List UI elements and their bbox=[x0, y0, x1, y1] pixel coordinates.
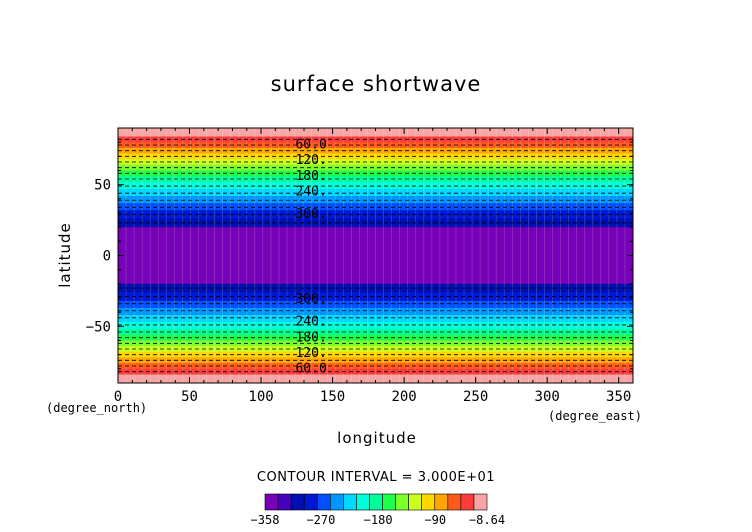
band-9 bbox=[118, 181, 633, 190]
band-30 bbox=[118, 374, 633, 384]
contour-label: 60.0 bbox=[295, 361, 326, 376]
band-18 bbox=[118, 300, 633, 309]
contour-label: 240. bbox=[295, 315, 326, 330]
colorbar-swatch bbox=[303, 493, 318, 511]
colorbar-swatch bbox=[343, 493, 357, 511]
band-6 bbox=[118, 164, 633, 171]
band-20 bbox=[118, 315, 633, 323]
band-24 bbox=[118, 340, 633, 347]
colorbar-tick-label: −180 bbox=[364, 513, 393, 527]
latitude-bands bbox=[118, 128, 633, 384]
contour-label: 60.0 bbox=[295, 138, 326, 153]
x-axis-ticks: 0 50 100 150 200 250 300 350 bbox=[114, 128, 634, 405]
band-13 bbox=[118, 210, 633, 220]
x-axis-unit: (degree_east) bbox=[548, 409, 642, 423]
band-2 bbox=[118, 142, 633, 149]
y-axis-ticks: −50 0 50 bbox=[86, 127, 633, 384]
band-27 bbox=[118, 357, 633, 364]
colorbar-swatch bbox=[329, 493, 344, 511]
contour-label: 120. bbox=[295, 346, 326, 361]
colorbar-tick-label: −8.64 bbox=[469, 513, 505, 527]
contour-label: 240. bbox=[295, 184, 326, 199]
colorbar-swatch bbox=[356, 493, 370, 511]
colorbar-tick-label: −358 bbox=[251, 513, 280, 527]
chart-title: surface shortwave bbox=[271, 72, 482, 96]
contour-label: 300. bbox=[295, 207, 326, 222]
contour-lines bbox=[118, 138, 633, 373]
band-25 bbox=[118, 346, 633, 353]
band-19 bbox=[118, 307, 633, 316]
band-4 bbox=[118, 153, 633, 160]
band-12 bbox=[118, 203, 633, 211]
band-7 bbox=[118, 170, 633, 177]
colorbar-swatch bbox=[382, 493, 396, 511]
band-22 bbox=[118, 329, 633, 336]
x-tick-label: 350 bbox=[606, 389, 631, 405]
y-tick-label: 0 bbox=[103, 249, 111, 265]
y-tick-label: −50 bbox=[86, 319, 111, 335]
band-11 bbox=[118, 196, 633, 204]
x-tick-label: 150 bbox=[320, 389, 345, 405]
x-tick-label: 50 bbox=[181, 389, 198, 405]
colorbar-swatch bbox=[264, 493, 279, 511]
colorbar-tick-label: −90 bbox=[424, 513, 446, 527]
contour-label: 300. bbox=[295, 292, 326, 307]
y-axis-label: latitude bbox=[56, 222, 74, 288]
band-17 bbox=[118, 292, 633, 302]
colorbar-swatch bbox=[434, 493, 449, 511]
band-29 bbox=[118, 368, 633, 375]
band-5 bbox=[118, 159, 633, 166]
colorbar-swatch bbox=[369, 493, 383, 511]
contour-label: 180. bbox=[295, 330, 326, 345]
colorbar-swatch bbox=[408, 493, 423, 511]
y-axis-unit: (degree_north) bbox=[46, 401, 147, 415]
band-26 bbox=[118, 351, 633, 358]
band-0 bbox=[118, 128, 633, 137]
y-tick-label: 50 bbox=[94, 178, 111, 194]
contour-interval-label: CONTOUR INTERVAL = 3.000E+01 bbox=[257, 470, 495, 485]
band-10 bbox=[118, 188, 633, 197]
colorbar-swatch bbox=[395, 493, 409, 511]
band-3 bbox=[118, 147, 633, 154]
band-28 bbox=[118, 363, 633, 370]
colorbar-swatch bbox=[421, 493, 436, 511]
colorbar-swatch bbox=[277, 493, 292, 511]
x-axis-label: longitude bbox=[337, 429, 417, 447]
band-21 bbox=[118, 322, 633, 330]
band-23 bbox=[118, 334, 633, 341]
x-tick-label: 250 bbox=[463, 389, 488, 405]
band-16 bbox=[118, 283, 633, 293]
colorbar-tick-labels: −358 −270 −180 −90 −8.64 bbox=[251, 513, 506, 527]
colorbar-tick-label: −270 bbox=[306, 513, 335, 527]
colorbar-swatch bbox=[316, 493, 331, 511]
x-tick-label: 0 bbox=[114, 389, 122, 405]
contour-label: 120. bbox=[295, 153, 326, 168]
x-tick-label: 200 bbox=[391, 389, 416, 405]
colorbar-swatch bbox=[290, 493, 305, 511]
contour-label: 180. bbox=[295, 169, 326, 184]
colorbar bbox=[264, 493, 488, 511]
band-8 bbox=[118, 176, 633, 183]
band-15 bbox=[118, 227, 633, 285]
colorbar-swatch bbox=[460, 493, 475, 511]
band-14 bbox=[118, 218, 633, 228]
band-1 bbox=[118, 136, 633, 143]
colorbar-swatch bbox=[447, 493, 462, 511]
colorbar-swatch bbox=[473, 493, 488, 511]
x-tick-label: 100 bbox=[248, 389, 273, 405]
x-tick-label: 300 bbox=[535, 389, 560, 405]
